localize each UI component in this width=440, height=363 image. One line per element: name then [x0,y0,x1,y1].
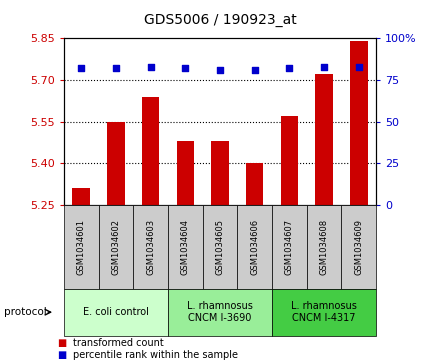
Bar [211,141,229,205]
Text: GDS5006 / 190923_at: GDS5006 / 190923_at [143,13,297,27]
Bar [107,122,125,205]
Text: transformed count: transformed count [73,338,163,348]
Text: GSM1034601: GSM1034601 [77,219,86,275]
Bar [281,116,298,205]
Text: L. rhamnosus
CNCM I-4317: L. rhamnosus CNCM I-4317 [291,301,357,323]
Text: GSM1034609: GSM1034609 [354,219,363,275]
Text: GSM1034607: GSM1034607 [285,219,294,275]
Bar [142,97,159,205]
Text: GSM1034606: GSM1034606 [250,219,259,275]
Bar [350,41,367,205]
Text: ■: ■ [57,350,66,360]
Point [182,65,189,71]
Bar [246,163,264,205]
Text: E. coli control: E. coli control [83,307,149,317]
Text: protocol: protocol [4,307,47,317]
Point [112,65,119,71]
Point [286,65,293,71]
Point [77,65,84,71]
Point [251,67,258,73]
Point [147,64,154,69]
Point [321,64,328,69]
Text: GSM1034604: GSM1034604 [181,219,190,275]
Point [356,64,363,69]
Text: percentile rank within the sample: percentile rank within the sample [73,350,238,360]
Text: L. rhamnosus
CNCM I-3690: L. rhamnosus CNCM I-3690 [187,301,253,323]
Text: GSM1034602: GSM1034602 [111,219,121,275]
Text: GSM1034608: GSM1034608 [319,219,329,275]
Text: ■: ■ [57,338,66,348]
Bar [176,141,194,205]
Text: GSM1034603: GSM1034603 [146,219,155,275]
Point [216,67,224,73]
Bar [315,74,333,205]
Bar [73,188,90,205]
Text: GSM1034605: GSM1034605 [216,219,224,275]
